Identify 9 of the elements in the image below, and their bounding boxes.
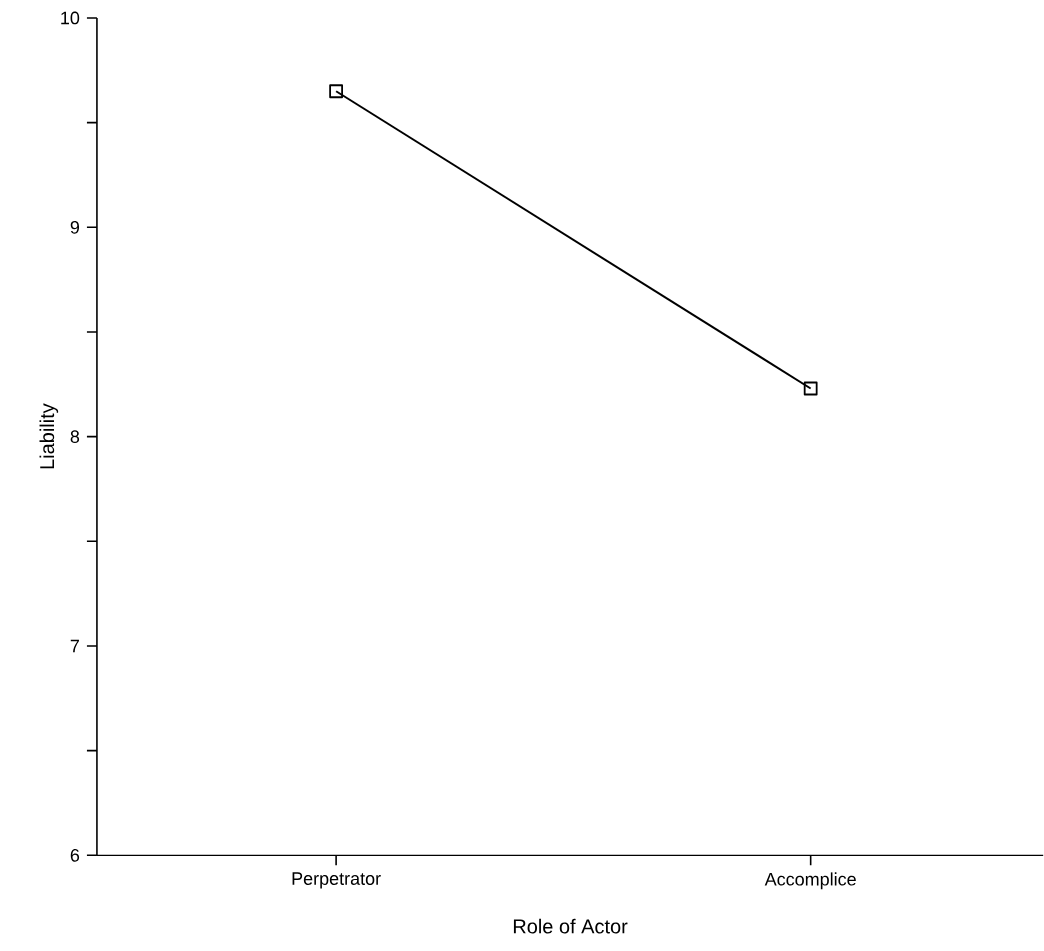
x-axis-title: Role of Actor xyxy=(513,918,628,934)
y-tick-label: 8 xyxy=(70,430,80,443)
y-tick-label: 10 xyxy=(61,11,80,25)
y-tick-label: 6 xyxy=(70,848,80,862)
y-axis-title: Liability xyxy=(39,403,59,469)
x-tick-label: Perpetrator xyxy=(292,872,381,889)
y-tick-label: 7 xyxy=(70,639,79,653)
x-tick-label: Accomplice xyxy=(764,872,856,890)
y-tick-label: 9 xyxy=(70,220,80,234)
